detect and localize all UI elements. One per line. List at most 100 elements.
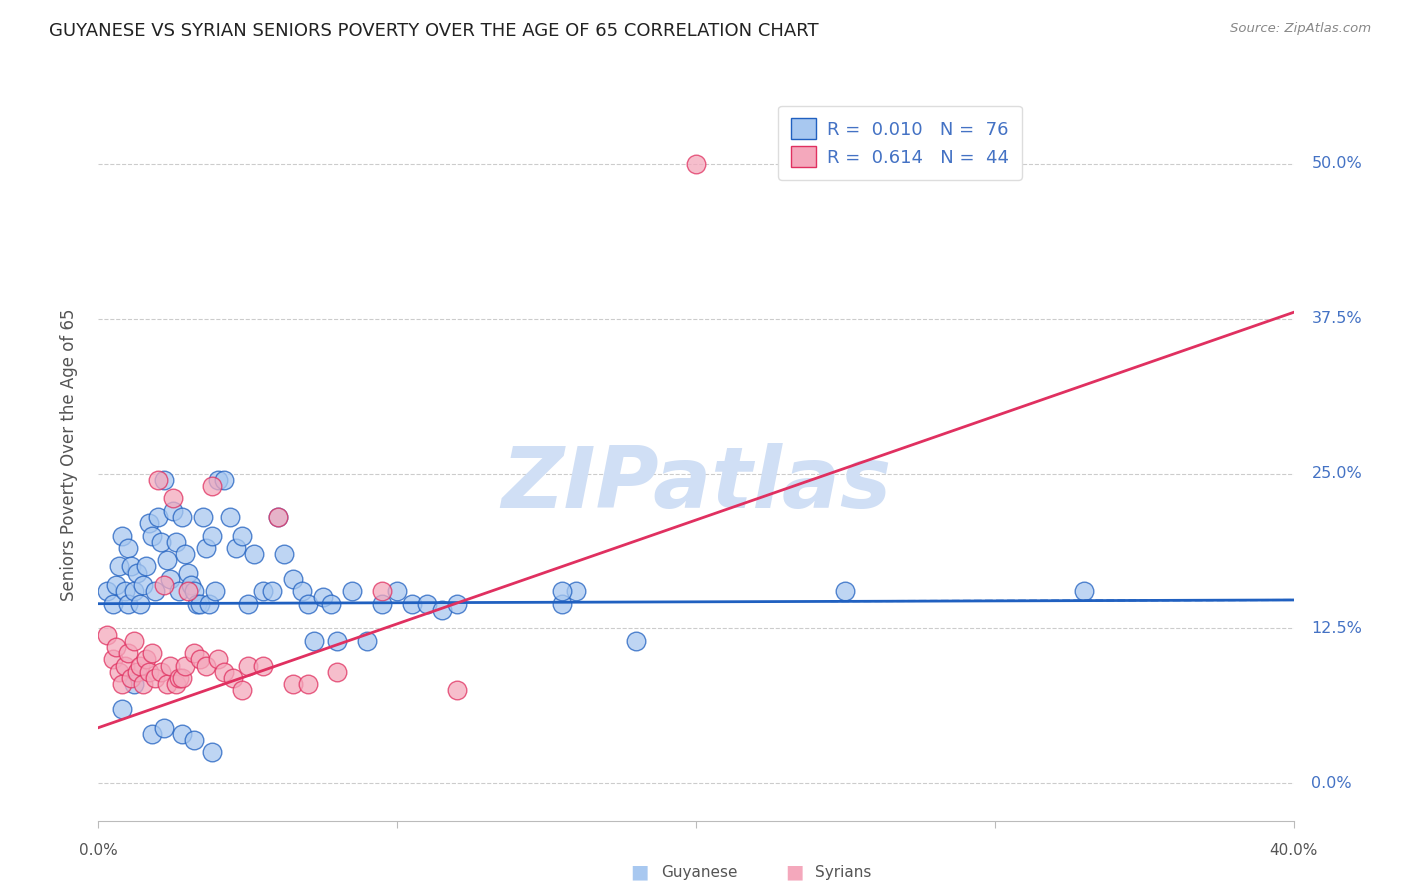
Point: [162, 491, 184, 506]
Point: [201, 746, 224, 760]
Point: [103, 597, 125, 611]
Point: [371, 584, 394, 599]
Point: [297, 677, 319, 691]
Point: [135, 559, 157, 574]
Point: [624, 633, 647, 648]
Text: Source: ZipAtlas.com: Source: ZipAtlas.com: [1230, 22, 1371, 36]
Point: [207, 473, 229, 487]
Point: [201, 528, 224, 542]
Point: [143, 671, 166, 685]
Text: 25.0%: 25.0%: [1312, 466, 1362, 481]
Point: [183, 646, 205, 660]
Point: [326, 633, 349, 648]
Point: [446, 597, 468, 611]
Point: [105, 578, 128, 592]
Point: [231, 528, 253, 542]
Point: [565, 584, 588, 599]
Point: [231, 683, 253, 698]
Point: [132, 578, 155, 592]
Point: [141, 727, 163, 741]
Point: [172, 671, 194, 685]
Point: [141, 646, 163, 660]
Point: [401, 597, 423, 611]
Point: [165, 677, 187, 691]
Point: [302, 633, 325, 648]
Point: [96, 584, 118, 599]
Point: [550, 597, 572, 611]
Point: [183, 733, 205, 747]
Point: [162, 504, 184, 518]
Point: [236, 658, 259, 673]
Point: [222, 671, 245, 685]
Point: [129, 658, 152, 673]
Point: [243, 547, 266, 561]
Point: [194, 541, 218, 555]
Text: 50.0%: 50.0%: [1312, 156, 1362, 171]
Point: [143, 584, 166, 599]
Y-axis label: Seniors Poverty Over the Age of 65: Seniors Poverty Over the Age of 65: [59, 309, 77, 601]
Point: [1073, 584, 1095, 599]
Point: [150, 665, 173, 679]
Point: [120, 559, 142, 574]
Text: Guyanese: Guyanese: [661, 865, 737, 880]
Point: [108, 559, 131, 574]
Point: [156, 677, 179, 691]
Point: [96, 628, 118, 642]
Point: [156, 553, 179, 567]
Point: [446, 683, 468, 698]
Point: [281, 677, 304, 691]
Point: [138, 516, 160, 530]
Point: [236, 597, 259, 611]
Point: [326, 665, 349, 679]
Point: [321, 597, 343, 611]
Point: [212, 473, 235, 487]
Point: [290, 584, 312, 599]
Text: Syrians: Syrians: [815, 865, 872, 880]
Text: ZIPatlas: ZIPatlas: [501, 442, 891, 525]
Point: [153, 578, 176, 592]
Point: [430, 603, 453, 617]
Point: [267, 509, 290, 524]
Point: [385, 584, 409, 599]
Point: [194, 658, 218, 673]
Point: [342, 584, 364, 599]
Point: [135, 652, 157, 666]
Point: [273, 547, 295, 561]
Point: [550, 584, 572, 599]
Point: [117, 541, 139, 555]
Point: [127, 665, 149, 679]
Text: 37.5%: 37.5%: [1312, 311, 1362, 326]
Point: [124, 584, 146, 599]
Point: [105, 640, 128, 654]
Point: [198, 597, 221, 611]
Point: [201, 479, 224, 493]
Point: [167, 671, 190, 685]
Point: [685, 156, 707, 170]
Point: [311, 591, 333, 605]
Point: [188, 652, 211, 666]
Point: [138, 665, 160, 679]
Text: 40.0%: 40.0%: [1270, 843, 1317, 858]
Point: [103, 652, 125, 666]
Point: [159, 658, 181, 673]
Point: [186, 597, 208, 611]
Text: GUYANESE VS SYRIAN SENIORS POVERTY OVER THE AGE OF 65 CORRELATION CHART: GUYANESE VS SYRIAN SENIORS POVERTY OVER …: [49, 22, 818, 40]
Point: [117, 646, 139, 660]
Point: [174, 658, 197, 673]
Point: [108, 665, 131, 679]
Point: [183, 584, 205, 599]
Point: [148, 473, 170, 487]
Point: [165, 534, 187, 549]
Point: [371, 597, 394, 611]
Point: [172, 509, 194, 524]
Point: [356, 633, 378, 648]
Point: [153, 721, 176, 735]
Point: [225, 541, 247, 555]
Text: 0.0%: 0.0%: [79, 843, 118, 858]
Point: [129, 597, 152, 611]
Point: [141, 528, 163, 542]
Point: [172, 727, 194, 741]
Point: [252, 584, 274, 599]
Point: [148, 509, 170, 524]
Point: [111, 702, 134, 716]
